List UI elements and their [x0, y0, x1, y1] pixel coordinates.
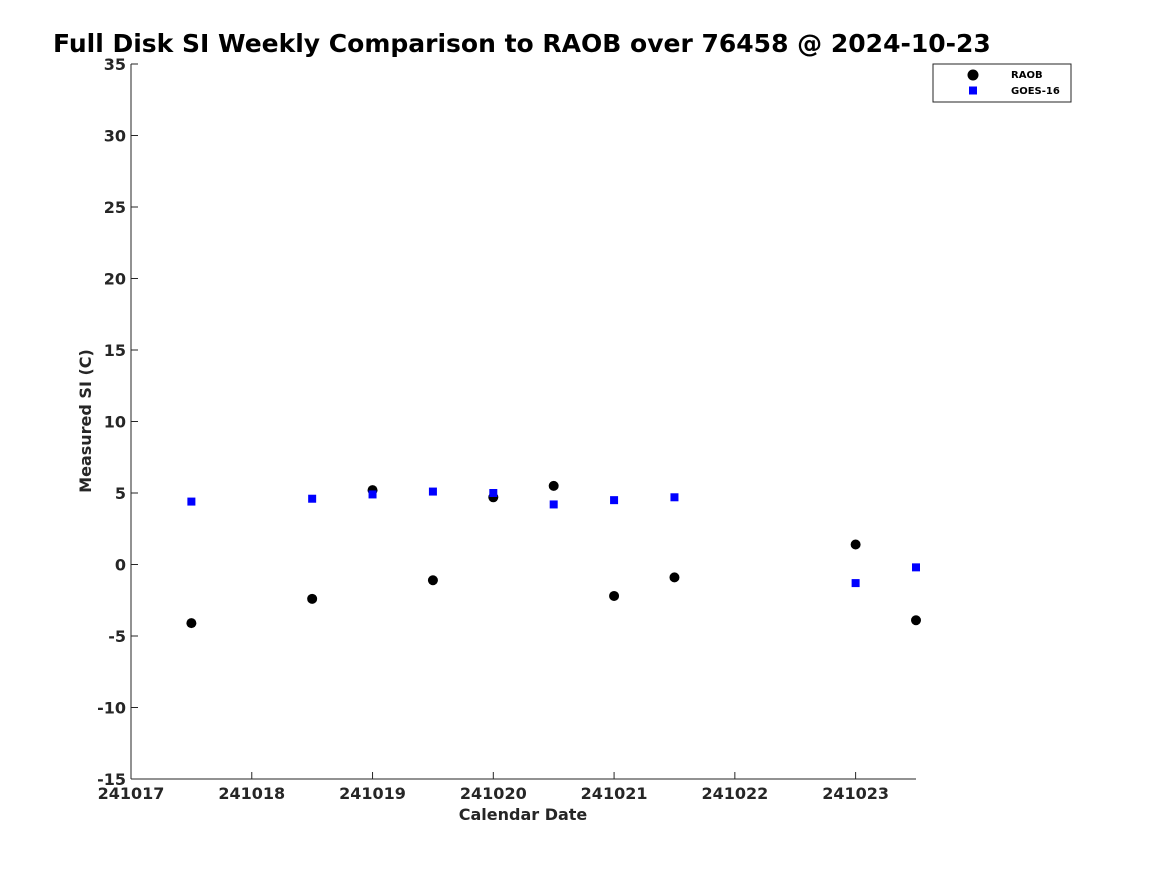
y-tick-label: -10: [97, 699, 126, 718]
y-tick-label: -15: [97, 770, 126, 789]
point-raob: [911, 615, 921, 626]
chart-title: Full Disk SI Weekly Comparison to RAOB o…: [53, 29, 991, 58]
point-raob: [186, 618, 197, 629]
x-tick-label: 241021: [581, 784, 648, 803]
point-raob: [850, 539, 861, 550]
point-goes-16: [670, 493, 679, 502]
legend-marker-raob: [967, 69, 979, 81]
legend: RAOB GOES-16: [932, 63, 1072, 103]
x-tick-label: 241017: [98, 784, 165, 803]
x-ticks: 241017 241018 241019 241020 241021 241022 2410…: [98, 772, 889, 803]
legend-label-goes16: GOES-16: [1011, 86, 1060, 97]
point-goes-16: [489, 489, 498, 497]
x-axis-label: Calendar Date: [459, 805, 588, 824]
y-tick-label: -5: [108, 627, 126, 646]
point-raob: [609, 590, 620, 601]
data-points: [186, 480, 921, 629]
point-goes-16: [368, 490, 377, 499]
point-raob: [307, 593, 318, 604]
y-tick-label: 35: [104, 55, 126, 74]
y-tick-label: 20: [104, 270, 126, 289]
y-tick-label: 30: [104, 127, 126, 146]
point-goes-16: [851, 579, 860, 588]
point-goes-16: [187, 497, 196, 506]
point-raob: [669, 572, 680, 583]
point-raob: [427, 575, 438, 586]
x-tick-label: 241022: [701, 784, 768, 803]
point-raob: [548, 480, 559, 491]
y-tick-label: 10: [104, 413, 126, 432]
y-ticks: -15 -10 -5 0 5 10 15 20 25 30 35: [97, 55, 138, 789]
y-tick-label: 15: [104, 341, 126, 360]
y-axis-label: Measured SI (C): [76, 349, 95, 493]
legend-box: [932, 63, 1072, 103]
legend-label-raob: RAOB: [1011, 70, 1043, 81]
y-tick-label: 5: [115, 484, 126, 503]
point-goes-16: [428, 487, 437, 496]
x-tick-label: 241019: [339, 784, 406, 803]
y-tick-label: 25: [104, 198, 126, 217]
point-goes-16: [549, 500, 558, 509]
point-goes-16: [308, 494, 317, 503]
point-goes-16: [610, 496, 619, 505]
x-tick-label: 241018: [218, 784, 285, 803]
y-tick-label: 0: [115, 556, 126, 575]
point-goes-16: [912, 563, 920, 572]
x-tick-label: 241023: [822, 784, 889, 803]
legend-marker-goes16: [969, 86, 977, 95]
x-tick-label: 241020: [460, 784, 527, 803]
